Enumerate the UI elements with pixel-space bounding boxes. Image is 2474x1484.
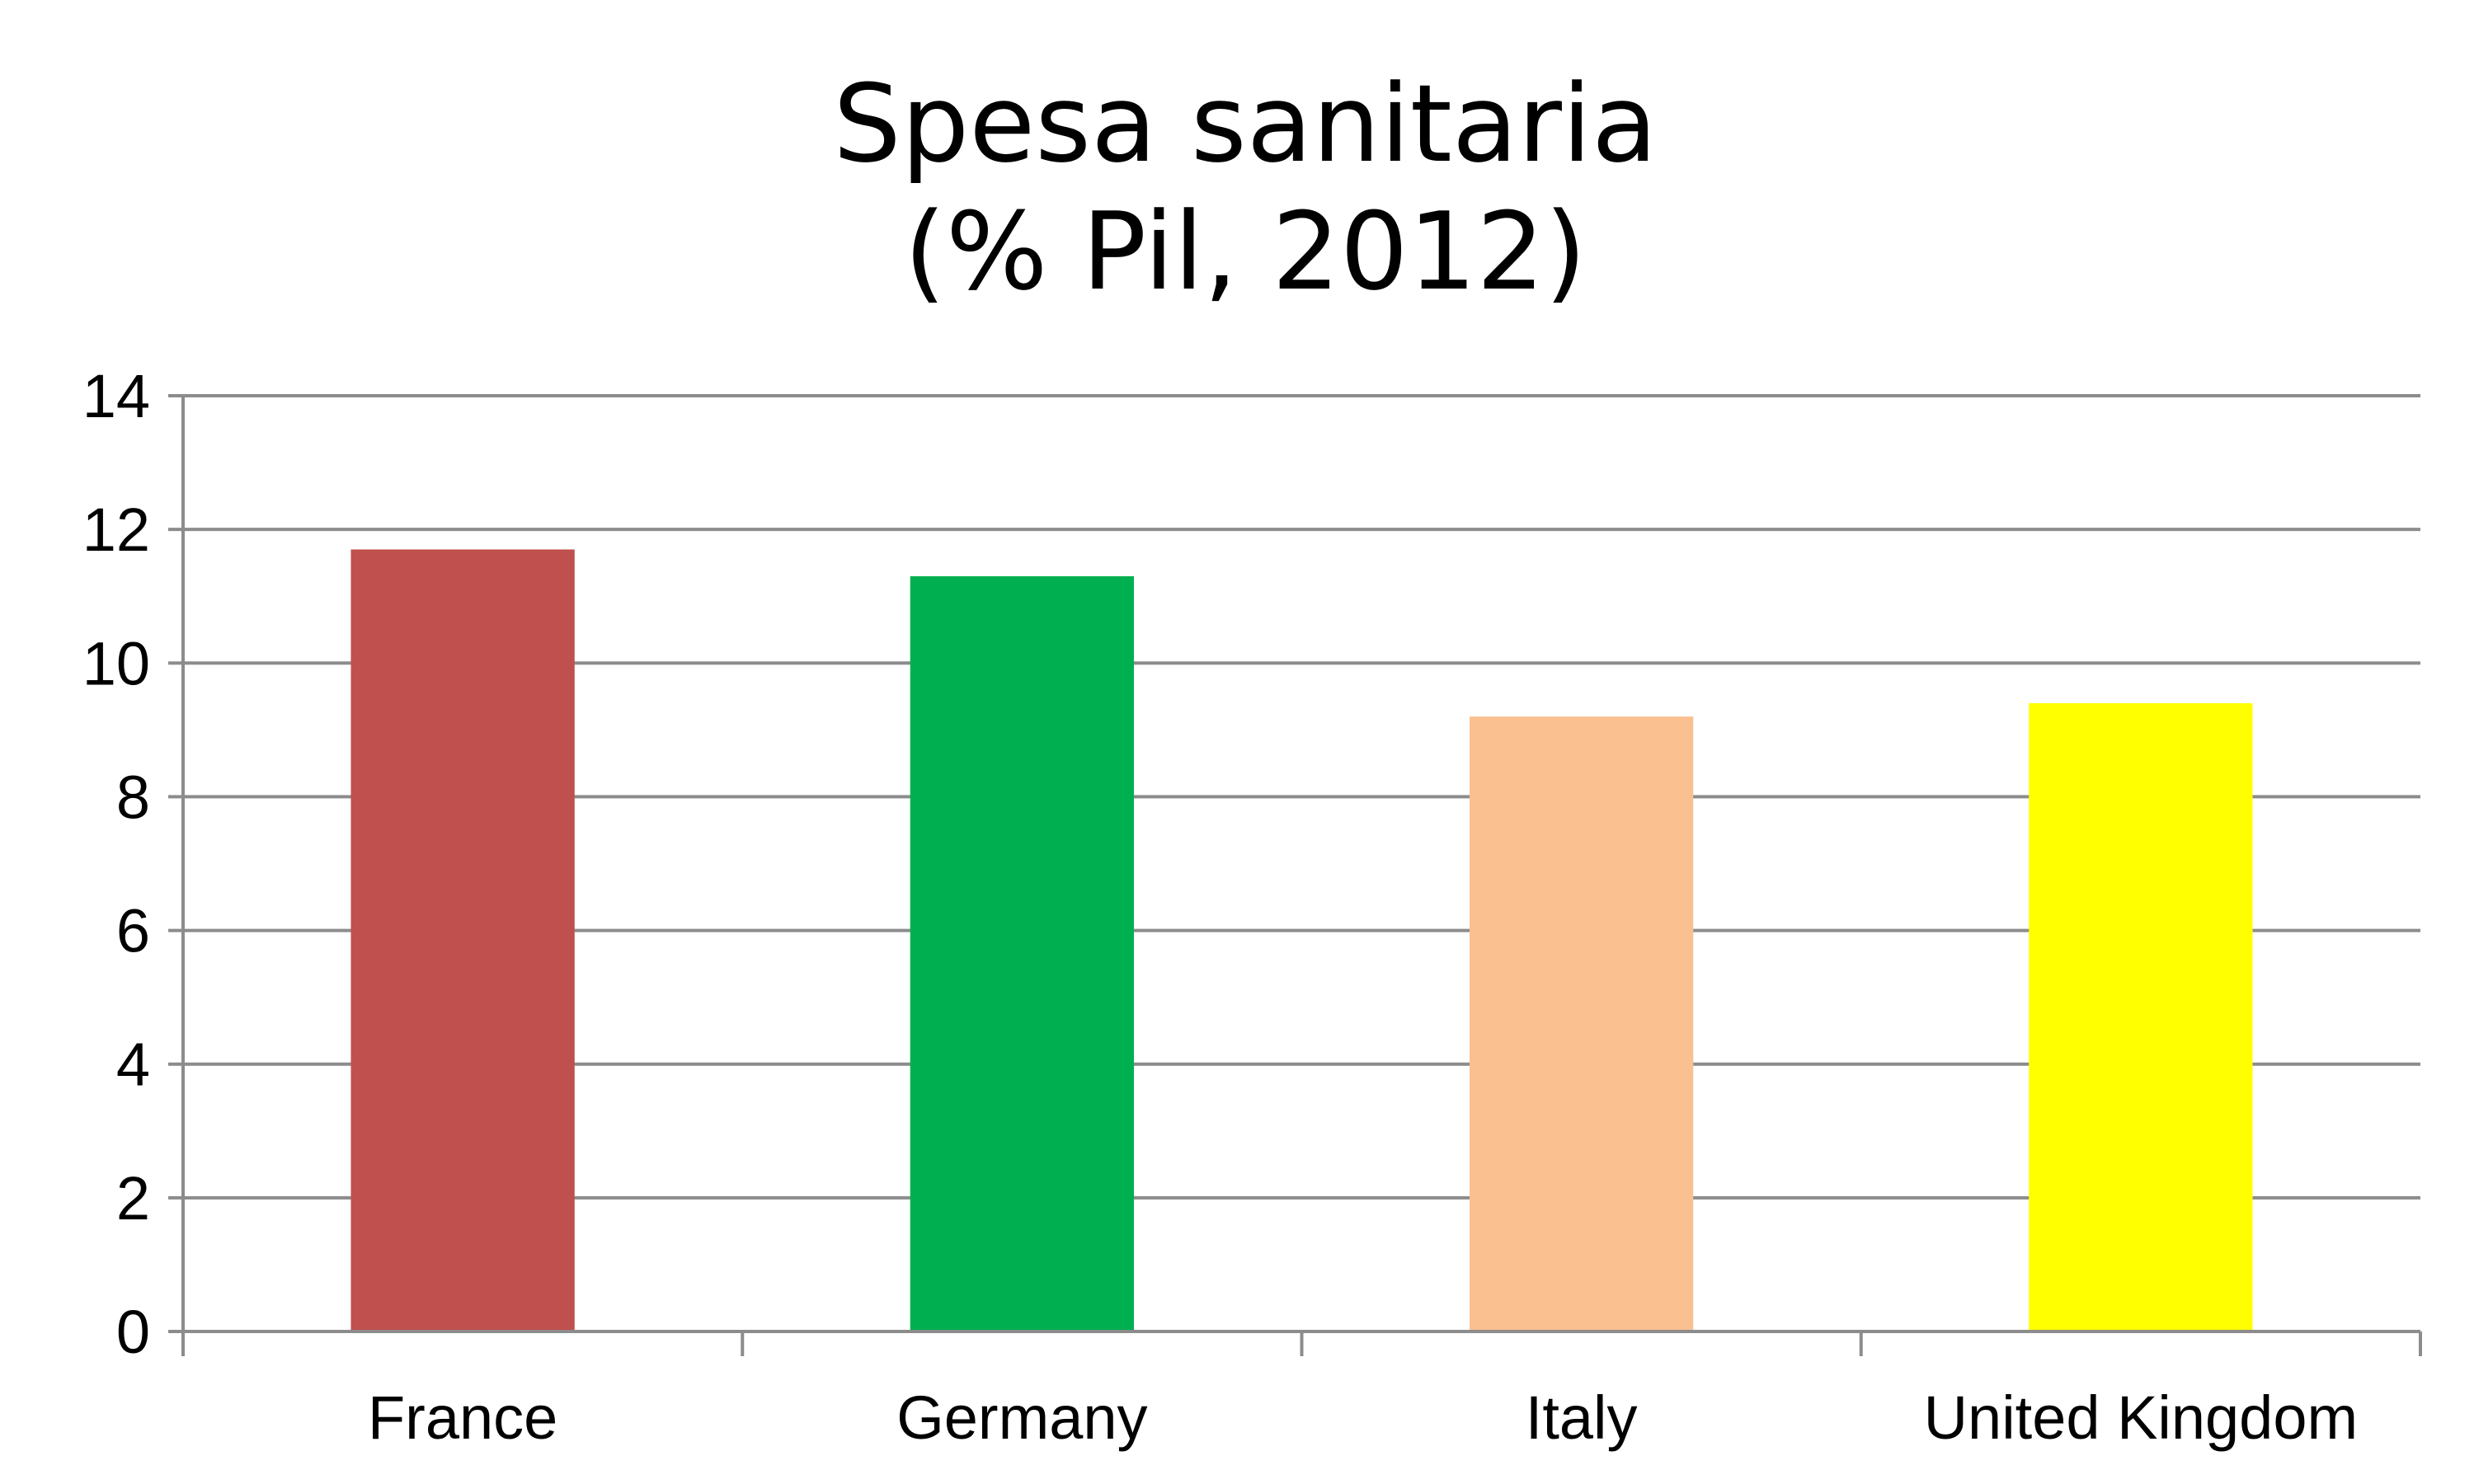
x-category-label: Germany: [896, 1383, 1147, 1452]
y-tick-label: 4: [116, 1031, 150, 1099]
bars: [350, 549, 2253, 1331]
chart-title-line-1: Spesa sanitaria: [833, 61, 1658, 186]
x-category-label: Italy: [1526, 1383, 1638, 1452]
y-tick-label: 12: [82, 495, 150, 564]
x-category-label: France: [368, 1383, 557, 1452]
bar-italy: [1469, 716, 1694, 1331]
x-category-label: United Kingdom: [1924, 1383, 2359, 1452]
bar-united-kingdom: [2029, 702, 2253, 1331]
bar-germany: [910, 575, 1135, 1331]
axes: [168, 394, 2422, 1356]
y-tick-label: 0: [116, 1298, 150, 1366]
y-tick-label: 8: [116, 763, 150, 831]
y-tick-label: 2: [116, 1164, 150, 1233]
bar-france: [350, 549, 575, 1331]
y-tick-label: 6: [116, 897, 150, 965]
axis-labels: 0 2 4 6 8 10 12 14 France Germany Italy United King…: [82, 362, 2358, 1452]
y-tick-label: 10: [82, 629, 150, 697]
chart-title-line-2: (% Pil, 2012): [904, 189, 1587, 314]
y-tick-label: 14: [82, 362, 150, 430]
